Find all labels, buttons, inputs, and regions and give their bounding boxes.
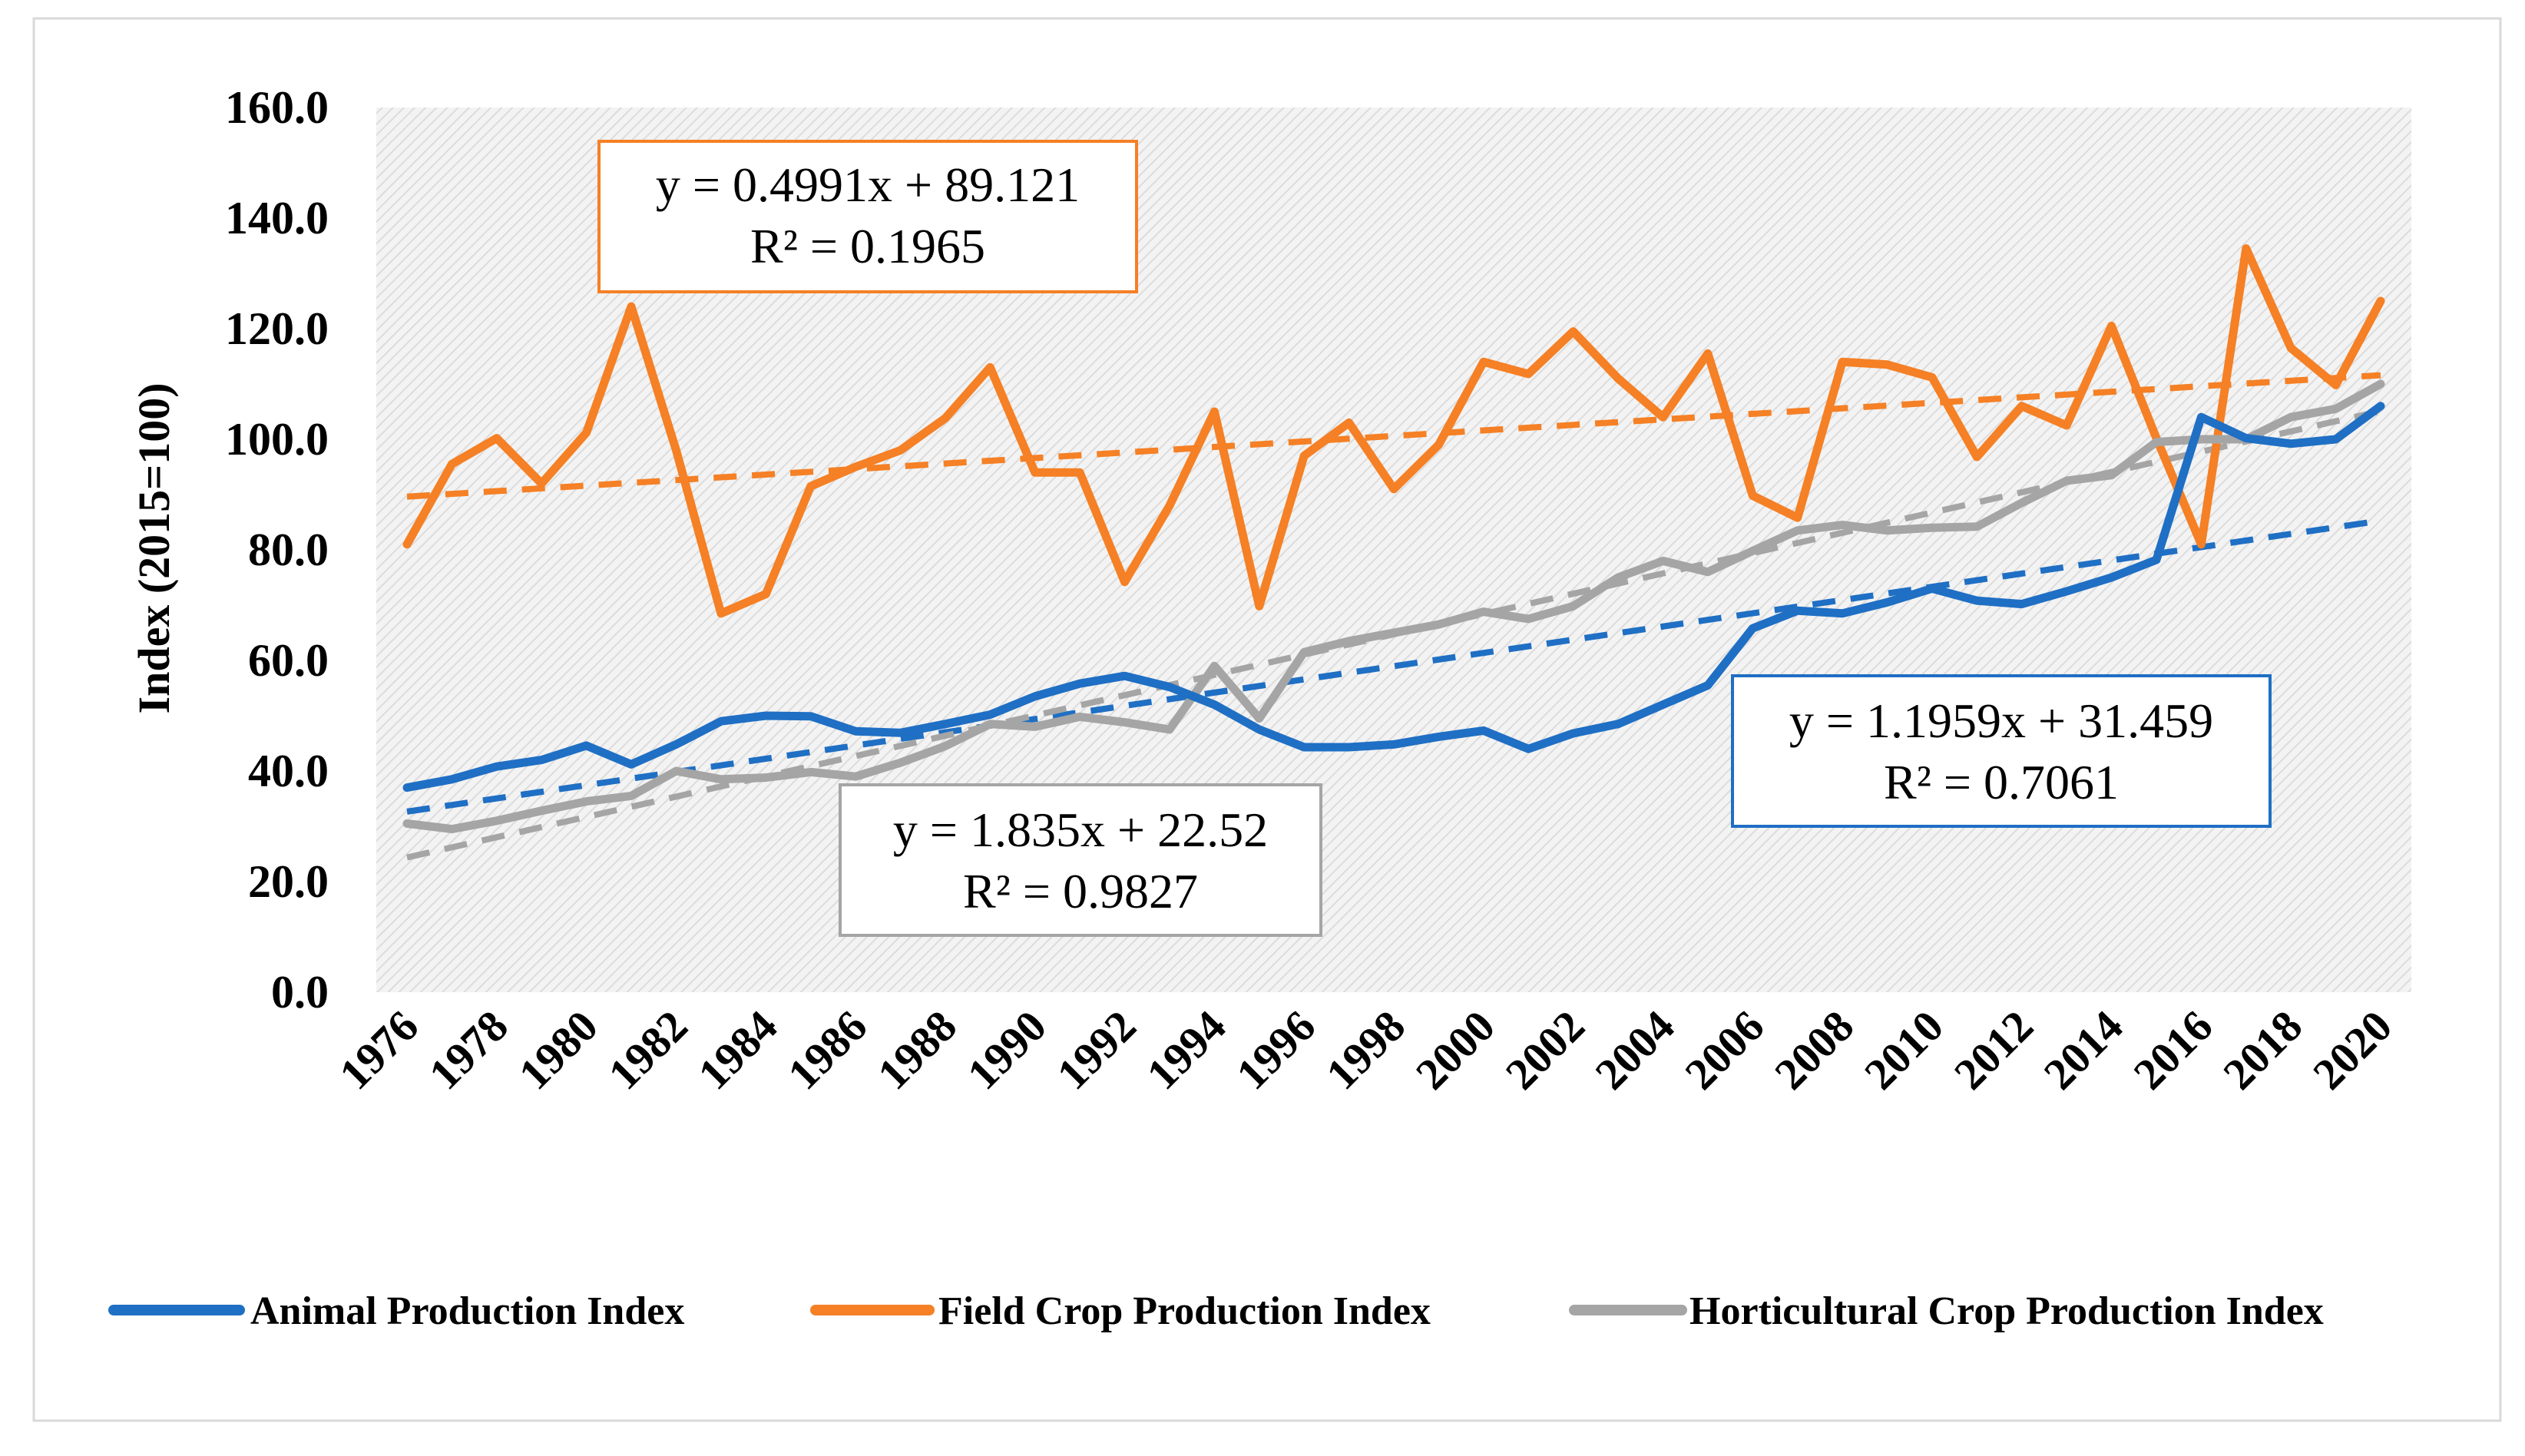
animal-equation-box: y = 1.1959x + 31.459 R² = 0.7061 bbox=[1731, 674, 2272, 828]
y-tick-label: 20.0 bbox=[248, 856, 329, 907]
series-lines bbox=[402, 244, 2385, 834]
legend-label-horticultural: Horticultural Crop Production Index bbox=[1689, 1289, 2324, 1333]
y-tick-label: 140.0 bbox=[225, 193, 329, 243]
horticultural-r2: R² = 0.9827 bbox=[963, 864, 1198, 918]
y-tick-label: 100.0 bbox=[225, 414, 329, 465]
horticultural-equation: y = 1.835x + 22.52 bbox=[893, 802, 1268, 857]
trendline-field-crop bbox=[406, 372, 2381, 500]
y-axis: 0.0 20.0 40.0 60.0 80.0 100.0 120.0 140.0 160.0 bbox=[225, 82, 329, 1018]
y-tick-label: 160.0 bbox=[225, 82, 329, 133]
horticultural-equation-box: y = 1.835x + 22.52 R² = 0.9827 bbox=[839, 783, 1322, 937]
animal-r2: R² = 0.7061 bbox=[1884, 755, 2119, 809]
legend-label-field: Field Crop Production Index bbox=[938, 1289, 1431, 1333]
field-crop-equation-box: y = 0.4991x + 89.121 R² = 0.1965 bbox=[597, 140, 1138, 293]
series-line-field-crop bbox=[402, 244, 2385, 618]
y-tick-label: 0.0 bbox=[271, 967, 329, 1018]
field-crop-equation: y = 0.4991x + 89.121 bbox=[656, 157, 1080, 212]
legend: Animal Production Index Field Crop Produ… bbox=[108, 1289, 2324, 1333]
y-axis-label: Index (2015=100) bbox=[129, 382, 179, 713]
animal-equation: y = 1.1959x + 31.459 bbox=[1789, 693, 2213, 748]
y-tick-label: 120.0 bbox=[225, 303, 329, 354]
y-tick-label: 40.0 bbox=[248, 746, 329, 796]
legend-label-animal: Animal Production Index bbox=[250, 1289, 684, 1333]
y-tick-label: 60.0 bbox=[248, 635, 329, 686]
y-tick-label: 80.0 bbox=[248, 524, 329, 575]
field-crop-r2: R² = 0.1965 bbox=[750, 219, 985, 273]
series-line-animal bbox=[402, 402, 2385, 793]
series-line-horticultural bbox=[402, 379, 2385, 834]
trendline-animal bbox=[406, 518, 2381, 815]
